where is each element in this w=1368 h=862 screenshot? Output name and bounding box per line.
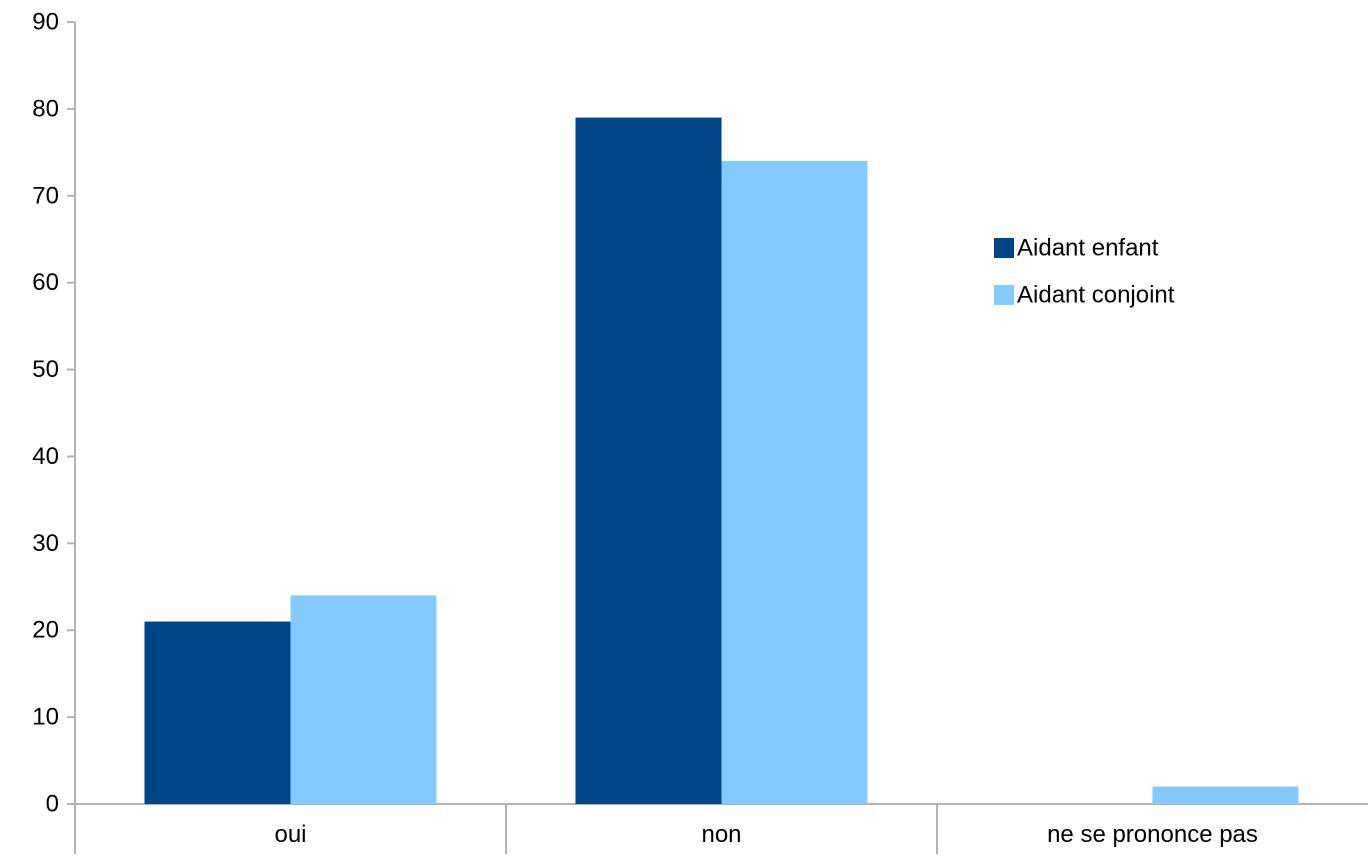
- y-tick-label: 10: [32, 704, 59, 731]
- legend-swatch-aidant-conjoint: [994, 285, 1014, 305]
- x-tick-label: non: [701, 821, 741, 848]
- y-tick-label: 40: [32, 443, 59, 470]
- x-axis-labels: oui non ne se prononce pas: [274, 821, 1257, 848]
- x-tick-label: oui: [274, 821, 306, 848]
- bar: [721, 161, 868, 804]
- bar: [144, 621, 291, 804]
- y-tick-label: 0: [46, 791, 59, 818]
- legend-label-aidant-conjoint: Aidant conjoint: [1017, 282, 1175, 309]
- legend: Aidant enfant Aidant conjoint: [994, 235, 1175, 309]
- legend-swatch-aidant-enfant: [994, 238, 1014, 258]
- y-axis-ticks: 0 10 20 30 40 50 60 70 80 90: [32, 9, 75, 818]
- y-tick-label: 60: [32, 269, 59, 296]
- bar: [1152, 786, 1299, 804]
- y-tick-label: 70: [32, 182, 59, 209]
- y-tick-label: 20: [32, 617, 59, 644]
- y-tick-label: 50: [32, 356, 59, 383]
- bar: [290, 595, 437, 804]
- legend-label-aidant-enfant: Aidant enfant: [1017, 235, 1159, 262]
- y-tick-label: 90: [32, 9, 59, 36]
- x-tick-label: ne se prononce pas: [1047, 821, 1258, 848]
- bars: [144, 117, 1299, 805]
- y-tick-label: 80: [32, 95, 59, 122]
- y-tick-label: 30: [32, 530, 59, 557]
- bar: [575, 117, 722, 805]
